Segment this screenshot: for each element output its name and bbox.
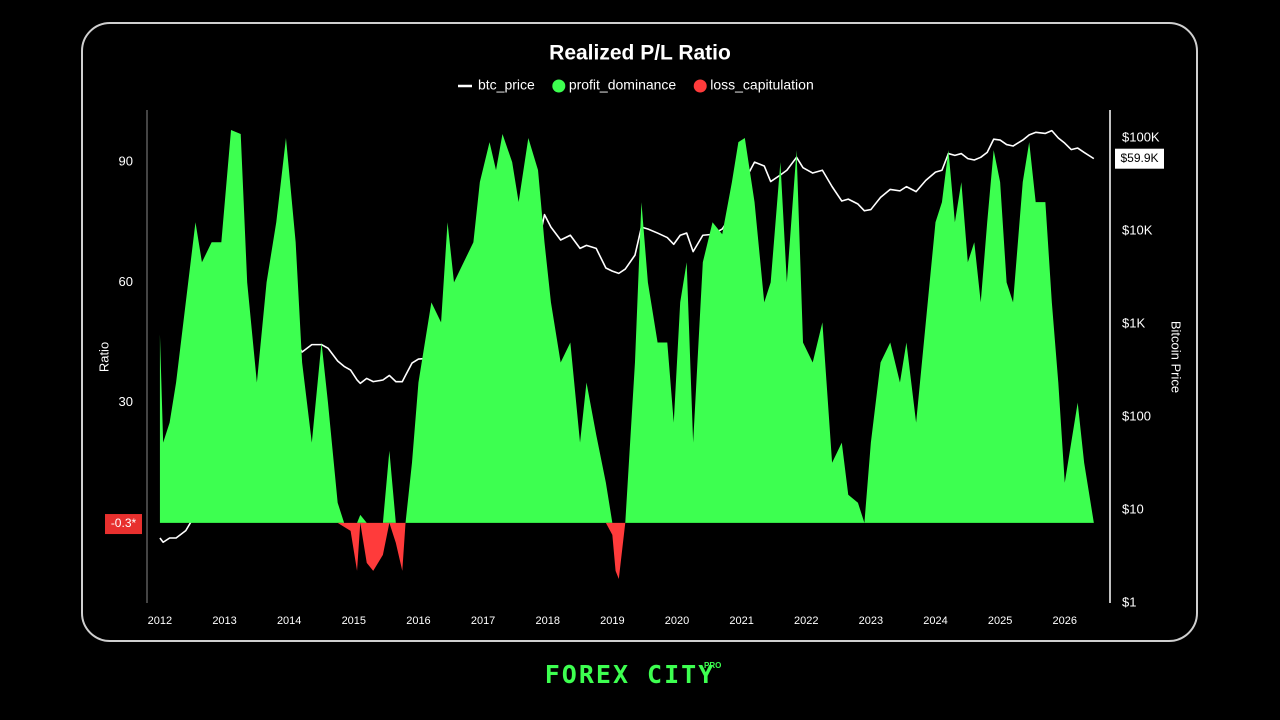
legend-label: profit_dominance [569,77,677,93]
x-tick-label: 2016 [406,615,430,627]
brand: FOREX CITY [545,660,716,689]
x-tick-label: 2013 [212,615,236,627]
x-tick-label: 2025 [988,615,1012,627]
x-tick-label: 2023 [859,615,883,627]
y2-tick-label: $10 [1122,501,1144,516]
brand-badge: PRO [704,661,721,670]
y2-tick-label: $1K [1122,315,1145,330]
price-marker-label: $59.9K [1120,151,1158,165]
x-tick-label: 2012 [148,615,172,627]
y-tick-label: 60 [119,274,133,289]
line [159,129,1095,544]
y-tick-label: 90 [119,154,133,169]
x-tick-label: 2021 [729,615,753,627]
area [337,522,626,579]
y2-tick-label: $10K [1122,222,1153,237]
footer: FOREX CITY PRO [545,660,722,689]
price-marker [1115,148,1164,169]
y2-axis-title: Bitcoin Price [1169,321,1184,393]
legend-swatch [693,79,707,93]
x-tick-label: 2024 [923,615,947,627]
y2-tick-label: $1 [1122,594,1136,609]
x-tick-label: 2014 [277,615,301,627]
chart-title: Realized P/L Ratio [549,42,731,65]
legend-label: loss_capitulation [710,77,814,93]
x-tick-label: 2019 [600,615,624,627]
x-tick-label: 2015 [342,615,366,627]
x-tick-label: 2020 [665,615,689,627]
y2-tick-label: $100 [1122,408,1151,423]
y-axis-title: Ratio [96,342,111,372]
x-tick-label: 2026 [1053,615,1077,627]
x-tick-label: 2022 [794,615,818,627]
area [159,130,1094,523]
x-tick-label: 2018 [535,615,559,627]
x-tick-label: 2017 [471,615,495,627]
legend-label: btc_price [478,77,535,93]
legend-swatch [552,79,566,93]
y2-tick-label: $100K [1122,129,1160,144]
y-tick-label: 30 [119,394,133,409]
ratio-marker-label: -0.3* [111,516,137,530]
ratio-marker [105,514,142,535]
